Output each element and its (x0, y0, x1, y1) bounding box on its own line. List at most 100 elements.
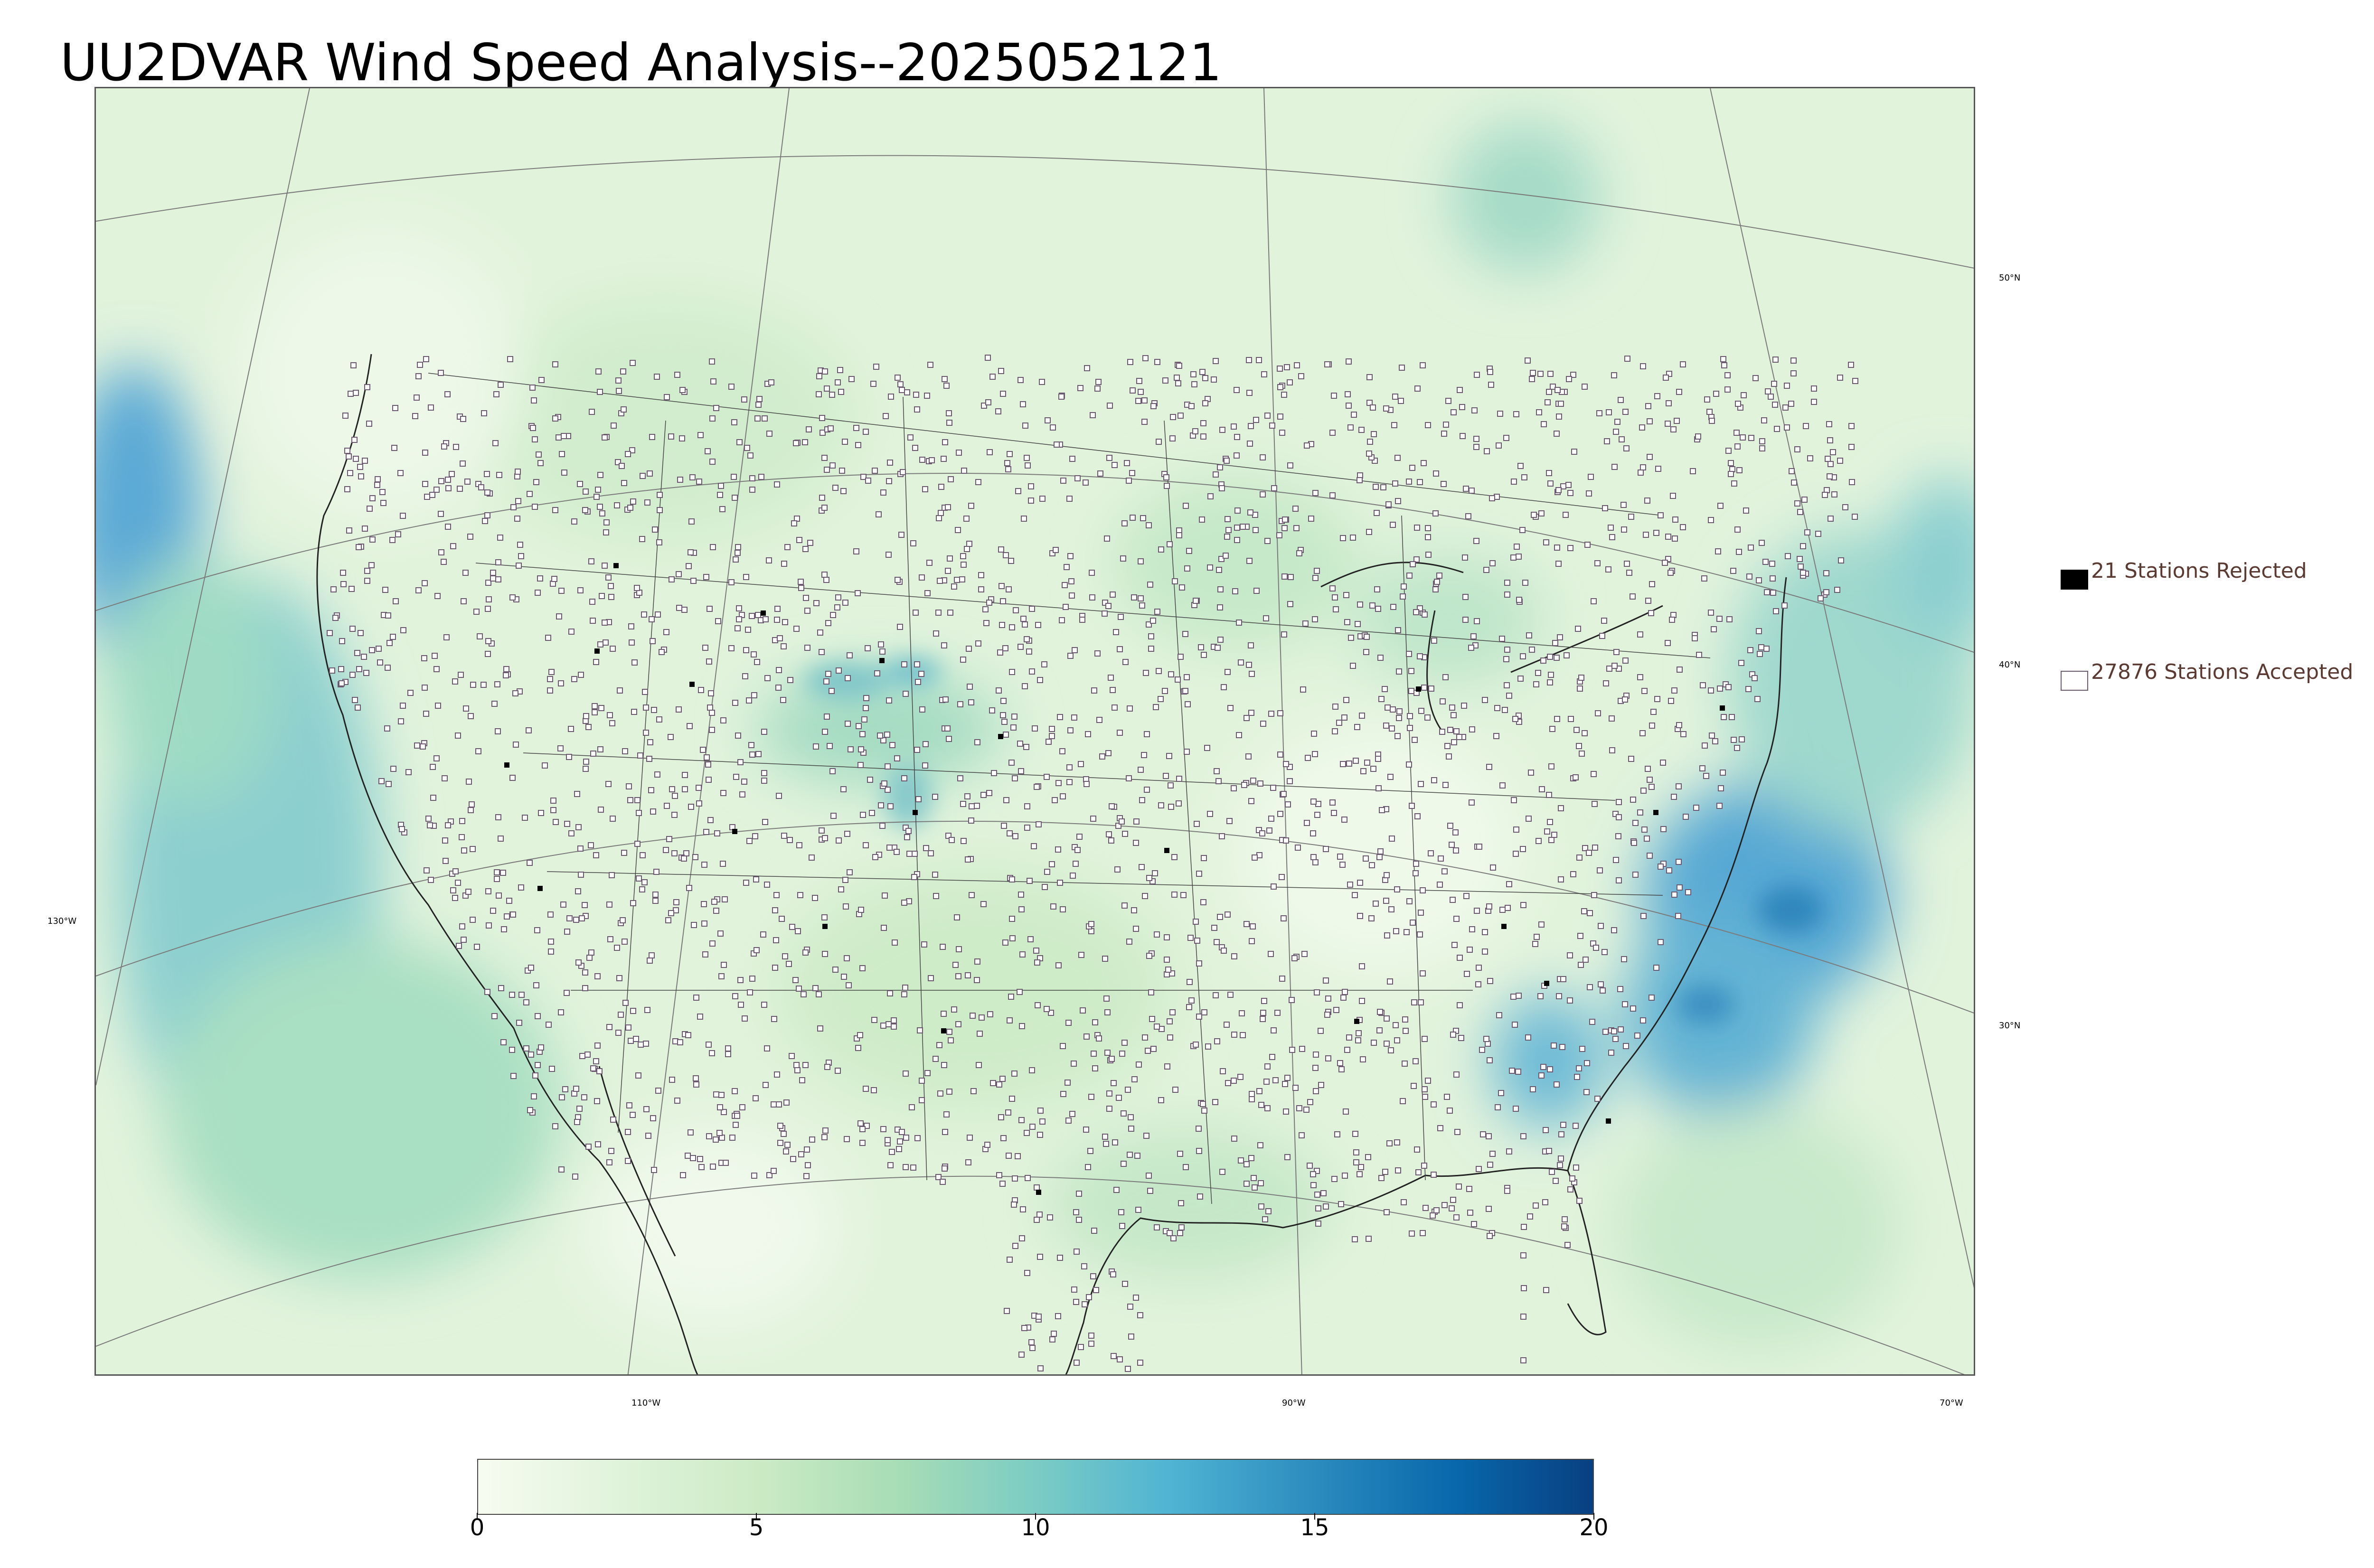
station-marker (870, 381, 876, 387)
station-marker (657, 507, 663, 513)
station-marker (674, 1098, 680, 1104)
station-marker (981, 403, 987, 409)
station-marker (1530, 1086, 1536, 1092)
station-marker (1474, 372, 1480, 378)
station-marker (1574, 1074, 1580, 1080)
station-marker (1644, 498, 1650, 504)
station-marker (1617, 986, 1623, 992)
station-marker (358, 473, 364, 479)
station-marker (1006, 1153, 1012, 1159)
station-marker (445, 524, 451, 530)
meridian-label-130w: 130°W (47, 916, 77, 926)
station-marker (880, 1126, 886, 1132)
station-marker (1606, 666, 1612, 672)
station-marker (1054, 441, 1060, 448)
station-marker (1665, 640, 1671, 646)
station-marker (1583, 1089, 1590, 1095)
station-marker (1184, 674, 1190, 680)
station-marker (1376, 854, 1383, 860)
station-marker (1640, 1017, 1646, 1023)
station-marker (1512, 716, 1518, 722)
station-marker (599, 593, 605, 599)
station-marker (421, 655, 427, 661)
station-marker (1386, 1140, 1393, 1146)
station-marker (1736, 467, 1743, 473)
station-marker (1310, 798, 1317, 805)
station-marker (1199, 516, 1205, 523)
station-marker (829, 768, 836, 774)
station-marker (1130, 515, 1136, 521)
station-marker (1333, 1007, 1339, 1013)
rejected-station-marker (1354, 1019, 1359, 1024)
station-marker (1676, 859, 1682, 865)
station-marker (1623, 1043, 1629, 1049)
station-marker (643, 704, 649, 711)
station-marker (946, 1089, 952, 1095)
station-marker (749, 475, 755, 481)
station-marker (538, 810, 544, 816)
station-marker (968, 503, 974, 509)
station-marker (1121, 1110, 1127, 1117)
station-marker (1150, 618, 1156, 624)
station-marker (1504, 592, 1510, 598)
station-marker (1761, 417, 1767, 423)
station-marker (967, 1135, 973, 1141)
station-marker (1662, 560, 1668, 566)
station-marker (1348, 635, 1354, 641)
station-marker (844, 1136, 850, 1142)
station-marker (739, 791, 745, 798)
station-marker (827, 743, 833, 749)
station-marker (1483, 1036, 1489, 1042)
station-marker (606, 1159, 612, 1165)
accepted-stations (327, 355, 1858, 1372)
station-marker (766, 431, 772, 437)
rejected-station-marker (613, 563, 619, 568)
station-marker (1834, 587, 1840, 593)
parallel-label-50n: 50°N (1999, 273, 2021, 283)
station-marker (364, 578, 370, 584)
station-marker (777, 1123, 783, 1129)
station-marker (959, 576, 965, 582)
station-marker (686, 563, 692, 569)
station-marker (1357, 913, 1363, 919)
station-marker (1390, 604, 1396, 610)
station-marker (1606, 409, 1612, 415)
station-marker (1201, 855, 1207, 861)
station-marker (1373, 901, 1379, 907)
station-marker (911, 874, 917, 880)
station-marker (1592, 801, 1598, 807)
station-marker (1263, 1079, 1270, 1085)
station-marker (1759, 540, 1765, 546)
wind-speed-map[interactable] (94, 87, 1975, 1376)
station-marker (1611, 372, 1617, 378)
station-marker (1785, 553, 1791, 559)
station-marker (503, 666, 509, 672)
station-marker (485, 580, 491, 586)
station-marker (758, 474, 764, 480)
station-marker (424, 494, 430, 500)
station-marker (1752, 675, 1758, 681)
station-marker (1453, 1071, 1460, 1078)
station-marker (1557, 1162, 1563, 1168)
station-marker (1272, 1077, 1279, 1083)
station-marker (1117, 1356, 1123, 1362)
station-marker (1153, 704, 1159, 710)
station-marker (1355, 1037, 1361, 1043)
station-marker (885, 1137, 891, 1143)
station-marker (1649, 723, 1655, 729)
station-marker (876, 511, 882, 517)
station-marker (1134, 1153, 1140, 1159)
station-marker (1575, 626, 1581, 632)
station-marker (664, 803, 670, 809)
colorbar-tick-label: 10 (1021, 1514, 1050, 1541)
station-marker (1669, 617, 1675, 623)
station-marker (922, 486, 928, 492)
station-marker (609, 720, 615, 726)
station-marker (1188, 997, 1195, 1004)
station-marker (1007, 1017, 1013, 1023)
station-marker (974, 739, 980, 745)
station-marker (1647, 777, 1653, 783)
station-marker (1060, 1091, 1066, 1097)
station-marker (1595, 710, 1601, 716)
station-marker (1464, 971, 1470, 977)
